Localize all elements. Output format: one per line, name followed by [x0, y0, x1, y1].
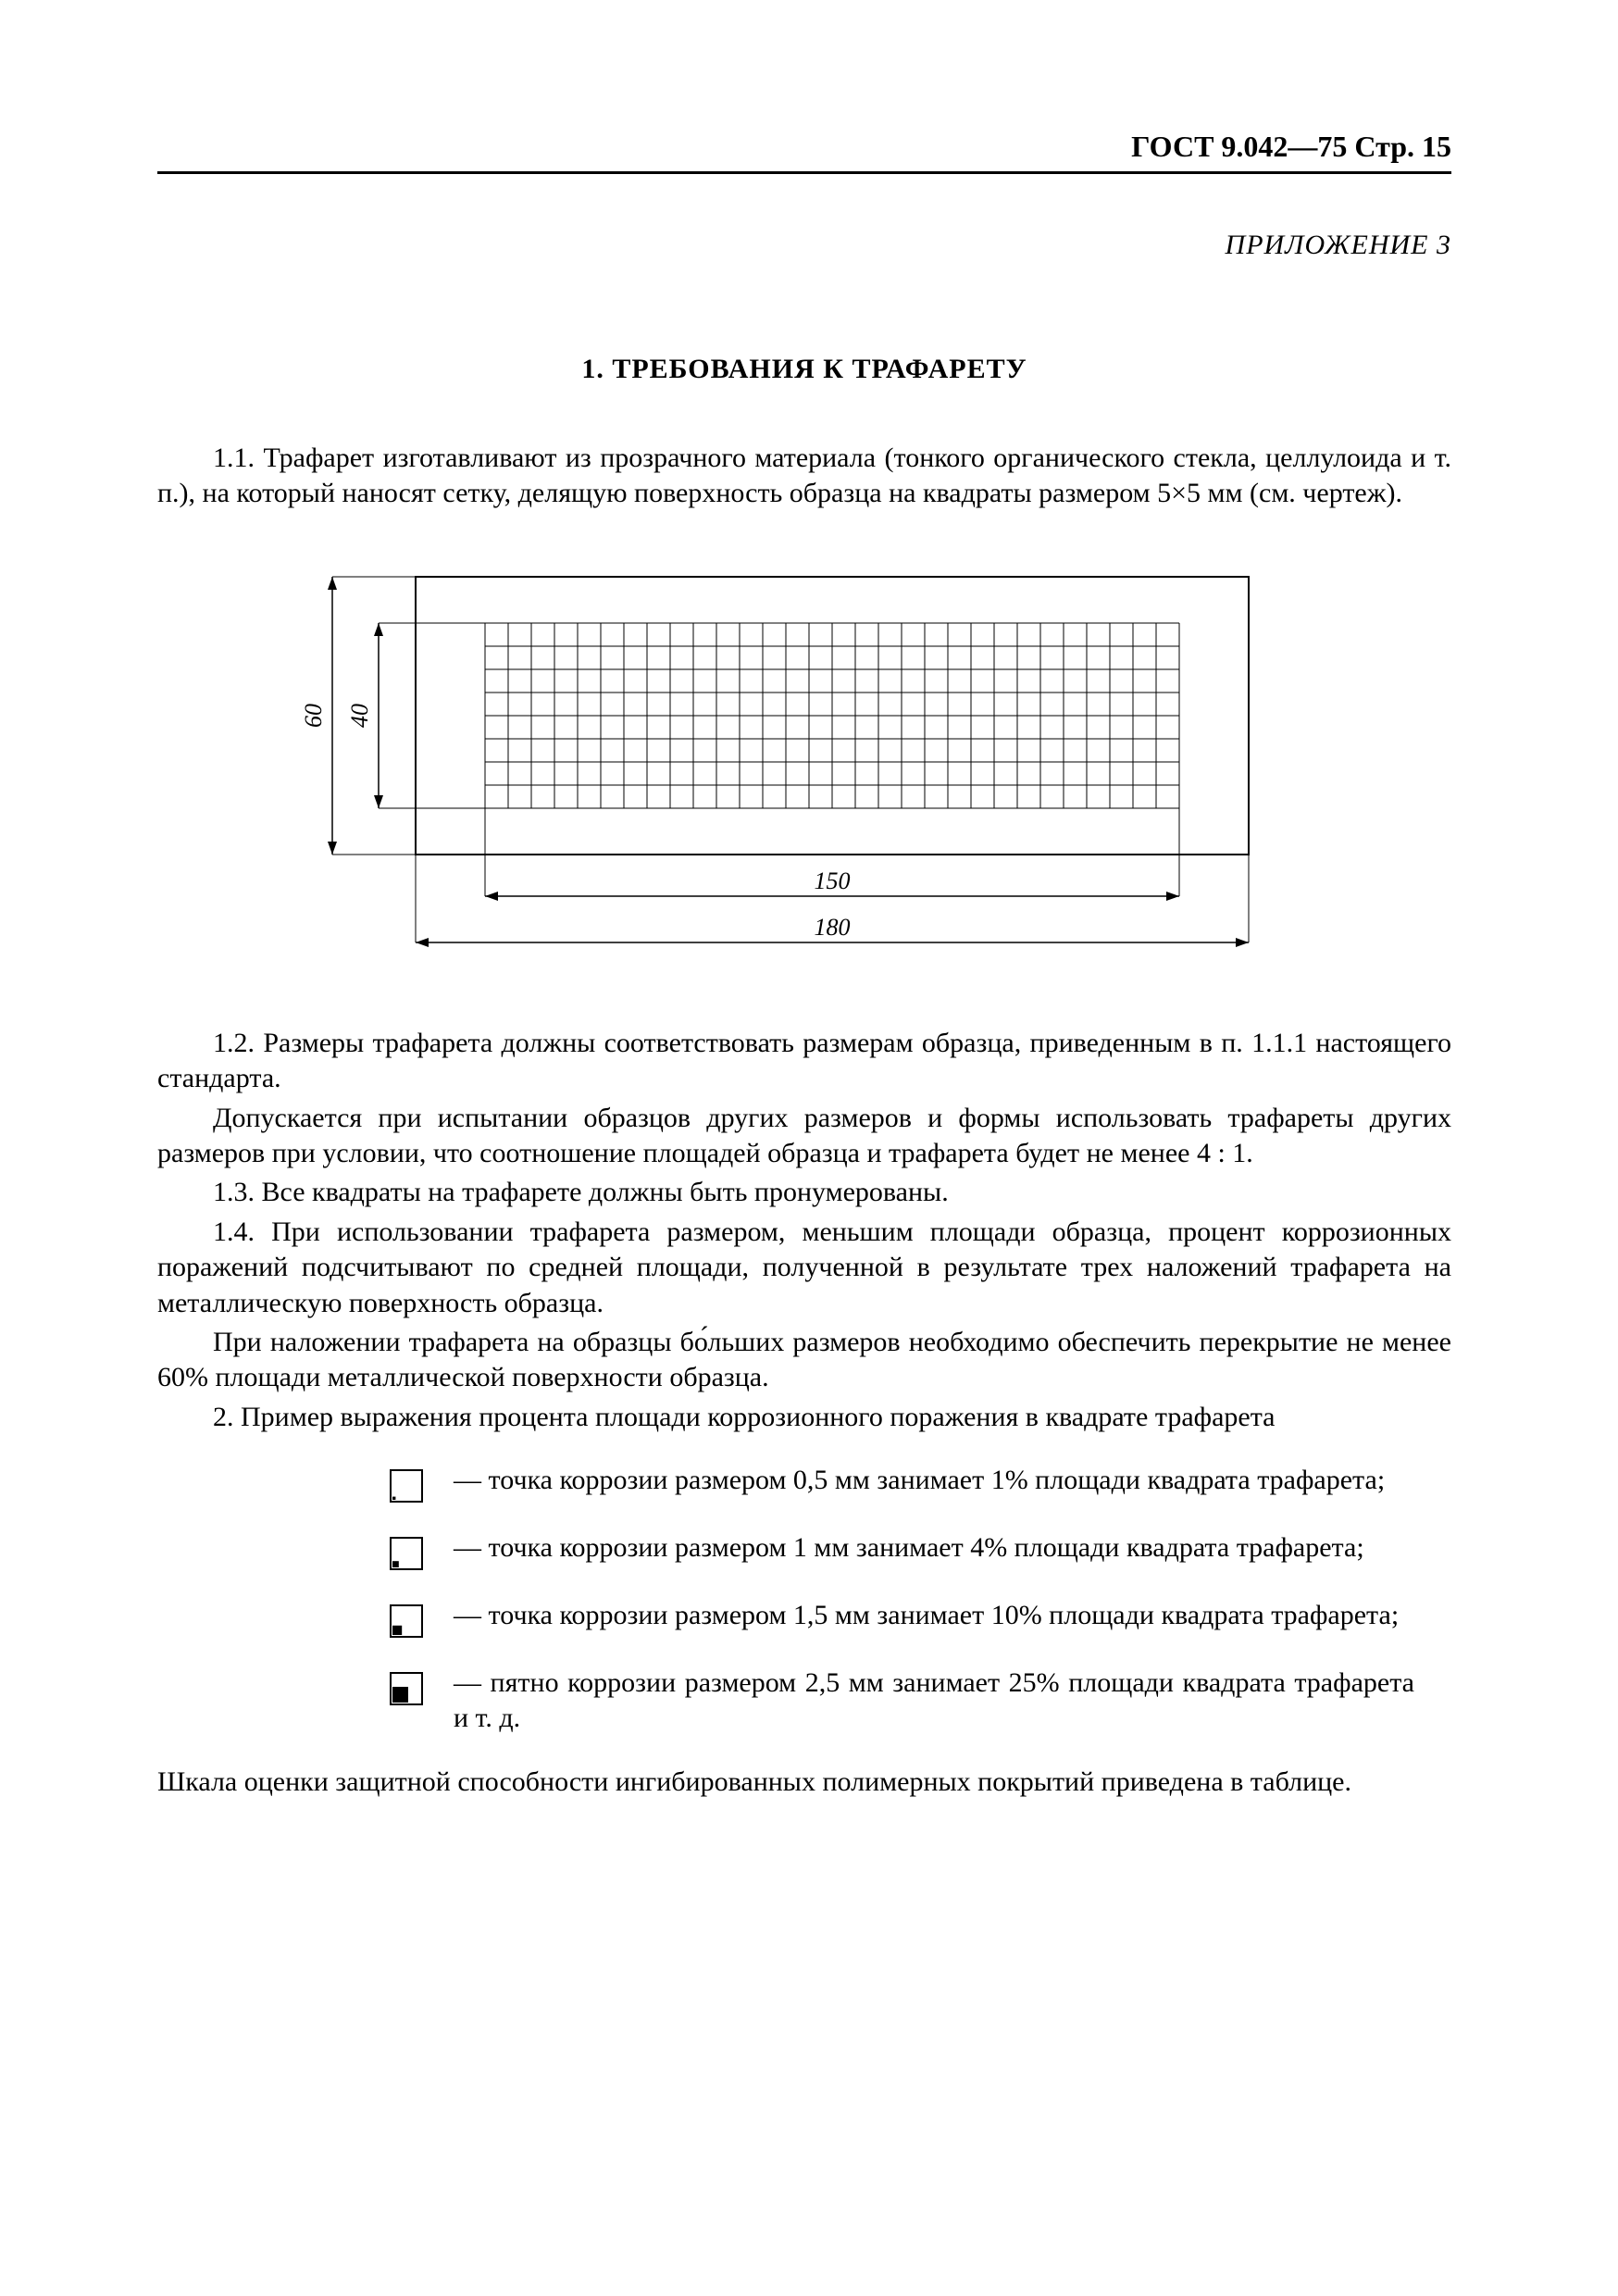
page-header: ГОСТ 9.042—75 Стр. 15 — [157, 130, 1451, 174]
footer-text: Шкала оценки защитной способности ингиби… — [157, 1765, 1451, 1800]
legend-text: — точка коррозии размером 1 мм занимает … — [454, 1530, 1451, 1566]
para-1-4b: При наложении трафарета на образцы бо́ль… — [157, 1325, 1451, 1396]
svg-text:150: 150 — [815, 867, 851, 894]
svg-text:60: 60 — [300, 704, 327, 728]
corrosion-square-icon — [389, 1603, 435, 1643]
para-1-4a: 1.4. При использовании трафарета размеро… — [157, 1215, 1451, 1321]
legend-item: — точка коррозии размером 1,5 мм занимае… — [157, 1598, 1451, 1643]
legend-text: — точка коррозии размером 0,5 мм занимае… — [454, 1463, 1451, 1498]
appendix-label: ПРИЛОЖЕНИЕ 3 — [157, 230, 1451, 261]
para-1-1: 1.1. Трафарет изготавливают из прозрачно… — [157, 441, 1451, 512]
corrosion-square-icon — [389, 1536, 435, 1576]
para-1-3: 1.3. Все квадраты на трафарете должны бы… — [157, 1175, 1451, 1210]
para-2: 2. Пример выражения процента площади кор… — [157, 1400, 1451, 1435]
page: ГОСТ 9.042—75 Стр. 15 ПРИЛОЖЕНИЕ 3 1. ТР… — [0, 0, 1618, 1920]
stencil-diagram: 60 40 150 180 — [157, 558, 1451, 970]
corrosion-square-icon — [389, 1468, 435, 1508]
legend-item: — пятно коррозии размером 2,5 мм занимае… — [157, 1666, 1451, 1737]
svg-text:40: 40 — [346, 704, 373, 728]
para-1-2b: Допускается при испытании образцов други… — [157, 1101, 1451, 1172]
legend-item: — точка коррозии размером 1 мм занимает … — [157, 1530, 1451, 1576]
legend-text: — точка коррозии размером 1,5 мм занимае… — [454, 1598, 1451, 1633]
legend-list: — точка коррозии размером 0,5 мм занимае… — [157, 1463, 1451, 1737]
stencil-svg: 60 40 150 180 — [295, 558, 1313, 966]
doc-id: ГОСТ 9.042—75 Стр. 15 — [1131, 130, 1451, 163]
section-title: 1. ТРЕБОВАНИЯ К ТРАФАРЕТУ — [157, 354, 1451, 385]
para-1-2a: 1.2. Размеры трафарета должны соответств… — [157, 1026, 1451, 1097]
corrosion-square-icon — [389, 1671, 435, 1711]
legend-item: — точка коррозии размером 0,5 мм занимае… — [157, 1463, 1451, 1508]
legend-text: — пятно коррозии размером 2,5 мм занимае… — [454, 1666, 1451, 1737]
svg-text:180: 180 — [815, 914, 851, 941]
